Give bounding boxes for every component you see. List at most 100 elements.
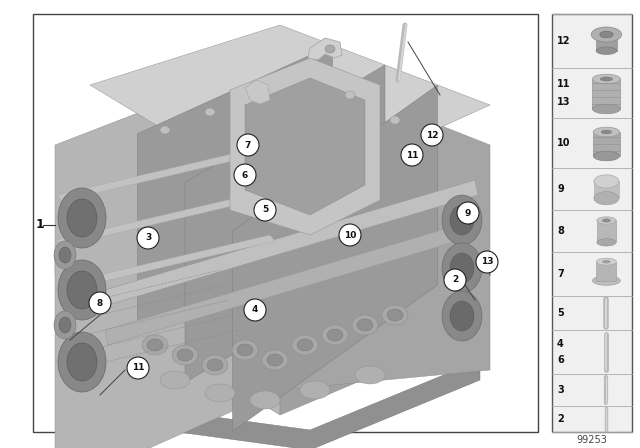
Ellipse shape xyxy=(267,354,283,366)
Ellipse shape xyxy=(352,315,378,335)
Ellipse shape xyxy=(250,391,280,409)
Ellipse shape xyxy=(232,340,258,360)
Ellipse shape xyxy=(327,329,343,341)
Ellipse shape xyxy=(160,126,170,134)
Text: 3: 3 xyxy=(557,385,564,395)
Ellipse shape xyxy=(442,243,482,293)
Polygon shape xyxy=(55,250,280,415)
Ellipse shape xyxy=(237,344,253,356)
Ellipse shape xyxy=(322,325,348,345)
Text: 11: 11 xyxy=(406,151,419,159)
Circle shape xyxy=(476,251,498,273)
Text: 4: 4 xyxy=(557,339,564,349)
Bar xyxy=(593,79,620,109)
Polygon shape xyxy=(105,220,478,345)
Polygon shape xyxy=(185,65,385,383)
Polygon shape xyxy=(245,80,270,104)
Text: 10: 10 xyxy=(344,231,356,240)
Polygon shape xyxy=(57,235,275,291)
Ellipse shape xyxy=(597,239,616,246)
Ellipse shape xyxy=(596,47,617,55)
Text: 2: 2 xyxy=(557,414,564,424)
Ellipse shape xyxy=(292,335,318,355)
Ellipse shape xyxy=(597,217,616,224)
Circle shape xyxy=(254,199,276,221)
Circle shape xyxy=(234,164,256,186)
Ellipse shape xyxy=(442,195,482,245)
Ellipse shape xyxy=(172,345,198,365)
Bar xyxy=(594,181,619,198)
Ellipse shape xyxy=(450,205,474,235)
Text: 9: 9 xyxy=(465,208,471,217)
Ellipse shape xyxy=(593,104,620,114)
Bar xyxy=(33,14,538,432)
Ellipse shape xyxy=(601,130,612,134)
Text: 11: 11 xyxy=(557,79,570,89)
Ellipse shape xyxy=(54,241,76,269)
Polygon shape xyxy=(275,60,490,390)
Text: 8: 8 xyxy=(557,226,564,236)
Text: 5: 5 xyxy=(262,206,268,215)
Bar xyxy=(593,132,620,156)
Ellipse shape xyxy=(59,317,71,333)
Polygon shape xyxy=(308,38,342,60)
Circle shape xyxy=(244,299,266,321)
Text: 10: 10 xyxy=(557,138,570,148)
Ellipse shape xyxy=(390,116,400,124)
Ellipse shape xyxy=(593,151,620,161)
Polygon shape xyxy=(245,78,365,215)
Circle shape xyxy=(339,224,361,246)
Polygon shape xyxy=(105,180,478,305)
Ellipse shape xyxy=(357,319,373,331)
Circle shape xyxy=(89,292,111,314)
Ellipse shape xyxy=(58,188,106,248)
Text: 13: 13 xyxy=(557,97,570,107)
Text: 5: 5 xyxy=(557,308,564,318)
Circle shape xyxy=(127,357,149,379)
Ellipse shape xyxy=(450,253,474,283)
Bar xyxy=(596,262,616,281)
Polygon shape xyxy=(280,305,480,415)
Ellipse shape xyxy=(602,219,611,222)
Bar xyxy=(596,34,617,51)
Text: 1: 1 xyxy=(36,219,45,232)
Ellipse shape xyxy=(382,305,408,325)
Circle shape xyxy=(237,134,259,156)
Text: 12: 12 xyxy=(557,36,570,46)
Text: 3: 3 xyxy=(145,233,151,242)
Text: 8: 8 xyxy=(97,298,103,307)
Ellipse shape xyxy=(600,77,612,81)
Polygon shape xyxy=(55,60,280,448)
Ellipse shape xyxy=(594,175,619,188)
Text: 9: 9 xyxy=(557,184,564,194)
Bar xyxy=(552,14,632,432)
Ellipse shape xyxy=(58,260,106,320)
Ellipse shape xyxy=(205,108,215,116)
Text: 7: 7 xyxy=(557,269,564,279)
Text: 12: 12 xyxy=(426,130,438,139)
Ellipse shape xyxy=(300,381,330,399)
Ellipse shape xyxy=(593,276,620,285)
Ellipse shape xyxy=(67,343,97,381)
Text: 11: 11 xyxy=(132,363,144,372)
Ellipse shape xyxy=(58,332,106,392)
Ellipse shape xyxy=(602,260,611,263)
Ellipse shape xyxy=(596,258,616,265)
Circle shape xyxy=(137,227,159,249)
Ellipse shape xyxy=(345,91,355,99)
Text: 2: 2 xyxy=(452,276,458,284)
Circle shape xyxy=(457,202,479,224)
Bar xyxy=(597,220,616,242)
Polygon shape xyxy=(57,145,275,201)
Ellipse shape xyxy=(54,311,76,339)
Ellipse shape xyxy=(325,45,335,53)
Text: 7: 7 xyxy=(245,141,251,150)
Polygon shape xyxy=(230,58,380,235)
Text: 99253: 99253 xyxy=(577,435,607,445)
Ellipse shape xyxy=(593,127,620,137)
Text: 4: 4 xyxy=(252,306,258,314)
Ellipse shape xyxy=(205,384,235,402)
Ellipse shape xyxy=(594,192,619,205)
Circle shape xyxy=(444,269,466,291)
Ellipse shape xyxy=(67,199,97,237)
